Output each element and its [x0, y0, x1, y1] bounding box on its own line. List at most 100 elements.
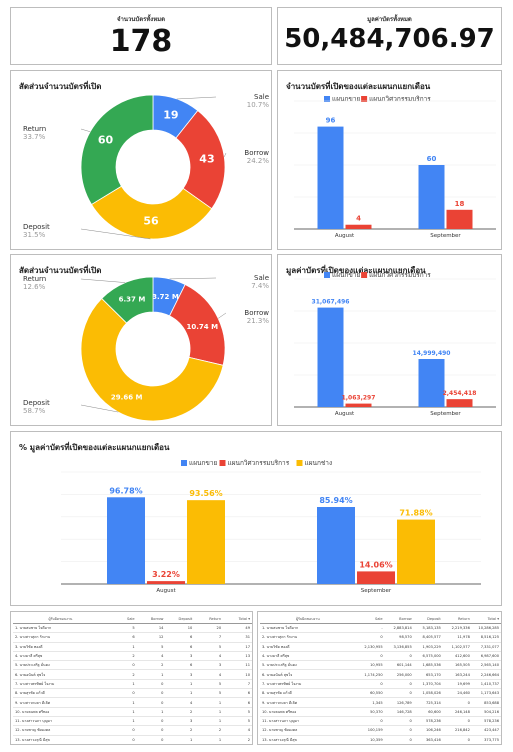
bar-pct-card: % มูลค่าบัตรที่เปิดของแต่ละแผนกแยกเดือน …: [10, 431, 502, 606]
table-row: 13. นางสาวอรุณี มีสุข 0 0 1 1 2: [13, 735, 252, 744]
kpi-amount-value: 50,484,706.97: [284, 24, 495, 54]
donut-category-label: Deposit: [23, 399, 50, 407]
donut-pct-label: 10.7%: [247, 101, 270, 109]
table-cell: 49: [223, 623, 252, 634]
bar-1: [446, 399, 473, 407]
bar-value-label: 14,999,490: [413, 350, 451, 357]
table-row: 13. นางสาวอรุณี มีสุข 10,359 0 363,416 0 373,…: [260, 735, 501, 744]
bar-value-label: 1,063,297: [342, 395, 376, 402]
table-cell: 6,575,000: [413, 651, 443, 662]
table-cell: 8. นายสุรชัย แก้วดี: [13, 688, 108, 699]
column-header[interactable]: Return: [194, 614, 224, 624]
donut-category-label: Borrow: [244, 149, 269, 157]
column-header[interactable]: Borrow: [136, 614, 166, 624]
table-cell: 1: [136, 707, 166, 717]
table-cell: 3. นายวิชัย ทองดี: [13, 642, 108, 652]
table-cell: 0: [136, 679, 166, 690]
column-header[interactable]: Total ▾: [471, 614, 501, 624]
table-row: 8. นายสุรชัย แก้วดี 0 0 1 5 6: [13, 688, 252, 699]
column-header[interactable]: Deposit: [165, 614, 195, 624]
legend-label: แผนกวิศวกรรมบริการ: [369, 271, 431, 279]
table-cell: 14. นายวีระ พัฒนา: [260, 744, 356, 745]
table-row: 2. นางสาวสุดา รักงาน 0 98,570 8,405,577 11,9…: [260, 632, 501, 643]
column-header[interactable]: Sale: [355, 614, 385, 624]
bar-1: [345, 224, 372, 229]
bar-value-label: 71.88%: [399, 509, 432, 518]
donut-pct-label: 31.5%: [23, 231, 46, 239]
bar-count-title: จำนวนบัตรที่เปิดของแต่ละแผนกแยกเดือน: [286, 82, 431, 91]
table-cell: 4: [194, 651, 224, 662]
column-header[interactable]: ผู้รับผิดชอบงาน: [13, 614, 108, 624]
column-header[interactable]: Deposit: [413, 614, 443, 624]
table-cell: 0: [194, 744, 223, 745]
table-cell: 5: [194, 688, 224, 699]
table-cell: 1: [194, 716, 224, 727]
legend-label: แผนกขาย: [189, 459, 217, 467]
table-cell: 1,345: [355, 697, 385, 708]
column-header[interactable]: ผู้รับผิดชอบงาน: [260, 614, 356, 624]
kpi-amount-card: มูลค่าบัตรทั้งหมด 50,484,706.97: [277, 7, 502, 65]
donut-category-label: Return: [23, 275, 46, 283]
table-cell: 1: [107, 642, 137, 652]
legend-swatch: [181, 460, 187, 466]
kpi-count-card: จำนวนบัตรทั้งหมด 178: [10, 7, 272, 65]
bar-0: [107, 497, 145, 584]
table-cell: 1: [194, 735, 224, 744]
table-cell: 2: [223, 735, 252, 744]
legend-swatch: [219, 460, 226, 466]
table-row: 8. นายสุรชัย แก้วดี 60,550 0 1,058,026 24,46…: [260, 688, 501, 699]
table-cell: 0: [107, 660, 137, 671]
x-tick-label: September: [361, 588, 392, 594]
bar-amount-title: มูลค่าบัตรที่เปิดของแต่ละแผนกแยกเดือน: [286, 266, 426, 275]
table-cell: 1: [107, 679, 137, 690]
table-cell: 256,000: [384, 669, 414, 680]
donut-value-label: 19: [163, 109, 178, 122]
table-cell: 126,789: [384, 697, 414, 708]
table-cell: 6: [165, 632, 195, 643]
table-cell: 4. นางมาลี ศรีสุข: [260, 651, 356, 662]
table-cell: 11. นางสาวนภา บุญมา: [13, 716, 108, 727]
table-cell: 2: [165, 707, 195, 717]
table-cell: 13. นางสาวอรุณี มีสุข: [13, 735, 108, 744]
table-cell: 216,842: [442, 725, 472, 736]
column-header[interactable]: Total ▾: [223, 614, 252, 624]
table-cell: 7: [223, 679, 252, 690]
column-header[interactable]: Return: [442, 614, 472, 624]
legend-label: แผนกช่าง: [305, 459, 333, 467]
bar-0: [317, 307, 344, 407]
table-cell: 0: [355, 716, 385, 727]
bar-2: [187, 500, 225, 584]
table-cell: 163,244: [442, 669, 472, 680]
table-cell: 5: [194, 642, 224, 652]
table-cell: 6: [223, 688, 252, 699]
donut-pct-label: 24.2%: [247, 157, 270, 165]
column-header[interactable]: Sale: [107, 614, 137, 624]
table-cell: 2. นางสาวสุดา รักงาน: [13, 632, 108, 643]
column-header[interactable]: Borrow: [384, 614, 414, 624]
table-cell: 4: [223, 725, 252, 736]
table-cell: 100,159: [355, 725, 385, 736]
table-row: 7. นางสาวพรทิพย์ ใจงาม 0 0 1,370,704 19,699 1…: [260, 679, 501, 690]
donut-slice-deposit: [80, 297, 224, 422]
table-row: 12. นายชาญ ชัยมงคล 100,159 0 106,246 216,842…: [260, 725, 501, 736]
table-cell: 1,685,536: [413, 660, 443, 671]
donut-category-label: Borrow: [244, 309, 269, 317]
x-tick-label: September: [430, 411, 461, 417]
table-cell: 6,987,600: [471, 651, 501, 662]
table-cell: 1: [165, 688, 195, 699]
table-header-row: ผู้รับผิดชอบงาน Sale Borrow Deposit Return To…: [13, 614, 252, 624]
table-cell: 17: [223, 642, 252, 652]
table-cell: 363,416: [413, 735, 443, 744]
donut-count-card: สัดส่วนจำนวนบัตรที่เปิด 19 Sale 10.7% 43 Bor…: [10, 70, 272, 250]
table-cell: 31: [223, 632, 252, 643]
donut-pct-label: 21.3%: [247, 317, 270, 325]
table-cell: 1,102,577: [442, 642, 472, 652]
table-cell: 3: [194, 660, 224, 671]
table-cell: 1: [165, 679, 195, 690]
table-cell: 146,728: [384, 707, 414, 717]
table-cell: 0: [384, 651, 414, 662]
table-cell: 0: [136, 716, 166, 727]
table-cell: 4: [165, 697, 195, 708]
bar-value-label: 4: [356, 215, 361, 223]
table-cell: 10: [223, 669, 252, 680]
